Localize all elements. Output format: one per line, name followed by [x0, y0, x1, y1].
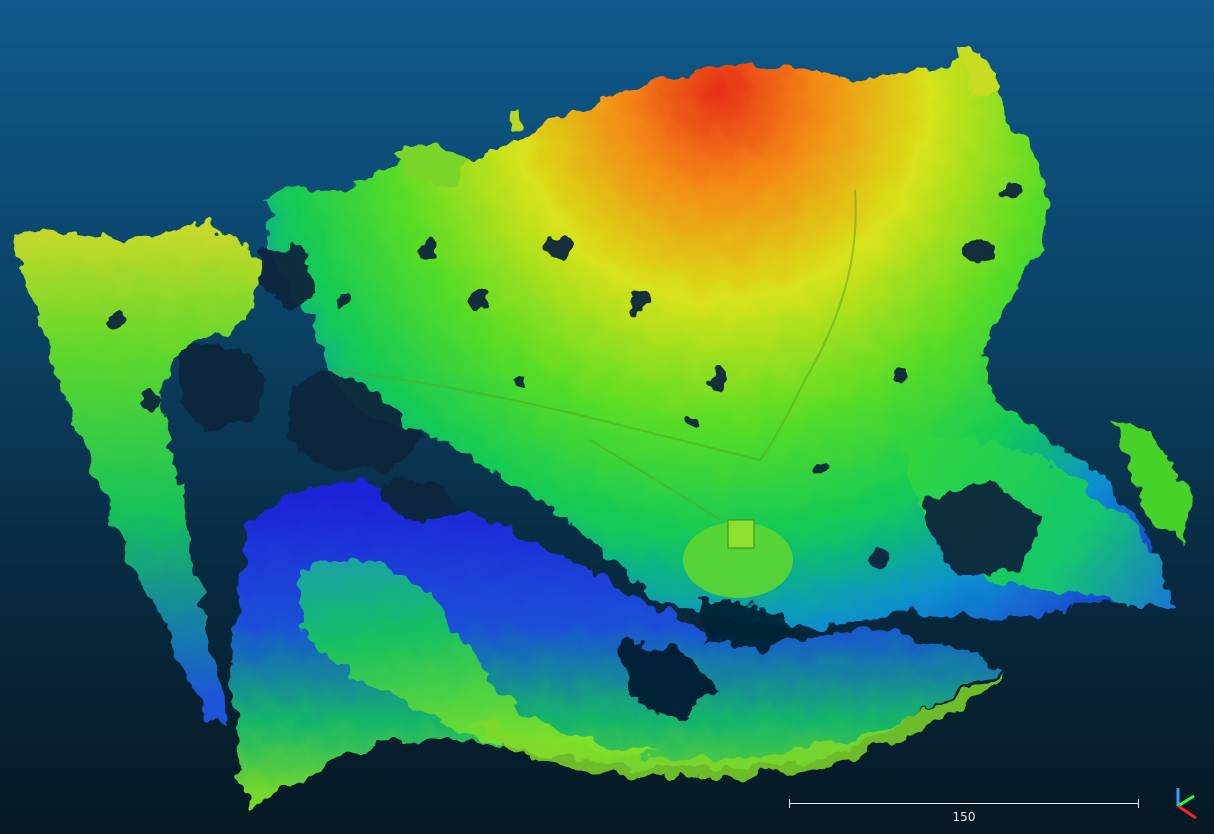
terrain-tracks — [329, 189, 857, 521]
scale-bar-tick-right — [1138, 799, 1139, 808]
scale-bar-label: 150 — [952, 810, 976, 824]
axis-triad-icon[interactable] — [1170, 784, 1200, 820]
terrain-structure — [683, 519, 793, 598]
terrain-south-rim — [470, 672, 1000, 778]
scale-bar-tick-left — [789, 799, 790, 808]
scale-bar-line — [789, 803, 1139, 804]
terrain-fragment — [1110, 420, 1190, 540]
terrain-fragment — [955, 48, 1000, 95]
cloud-gaps — [112, 180, 1040, 720]
terrain-fragment — [510, 110, 524, 130]
scale-bar: 150 — [789, 796, 1139, 826]
axis-y-line — [1177, 794, 1195, 808]
terrain-lower-basin — [230, 485, 1000, 805]
terrain-fragment — [395, 142, 470, 185]
terrain-west-arm — [10, 222, 265, 720]
axis-x-line — [1177, 804, 1197, 820]
terrain-ridge — [300, 560, 660, 760]
